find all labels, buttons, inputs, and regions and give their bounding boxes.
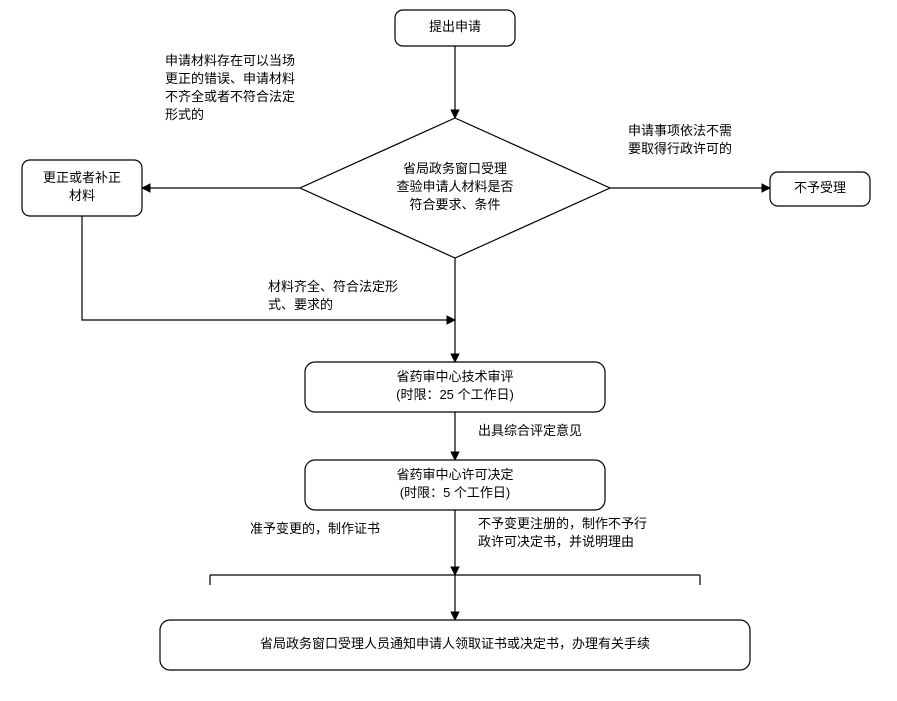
edge-label-e_tech_to_permit: 出具综合评定意见 — [478, 423, 582, 438]
edge-label-e_decision_down: 材料齐全、符合法定形式、要求的 — [268, 279, 398, 312]
flowchart-canvas: 提出申请更正或者补正材料省局政务窗口受理查验申请人材料是否符合要求、条件不予受理… — [0, 0, 897, 701]
edge-label-e_decision_left: 申请材料存在可以当场更正的错误、申请材料不齐全或者不符合法定形式的 — [165, 53, 295, 122]
edge-label-e_decision_right: 申请事项依法不需要取得行政许可的 — [628, 123, 732, 156]
edge-label-left-e_permit_down: 准予变更的，制作证书 — [250, 521, 380, 536]
edge-label-right-e_permit_down: 不予变更注册的，制作不予行政许可决定书，并说明理由 — [478, 516, 647, 549]
node-label-decision: 省局政务窗口受理查验申请人材料是否符合要求、条件 — [396, 161, 513, 212]
node-label-reject: 不予受理 — [794, 180, 846, 195]
node-label-final: 省局政务窗口受理人员通知申请人领取证书或决定书，办理有关手续 — [260, 636, 650, 651]
node-label-start: 提出申请 — [429, 19, 481, 34]
